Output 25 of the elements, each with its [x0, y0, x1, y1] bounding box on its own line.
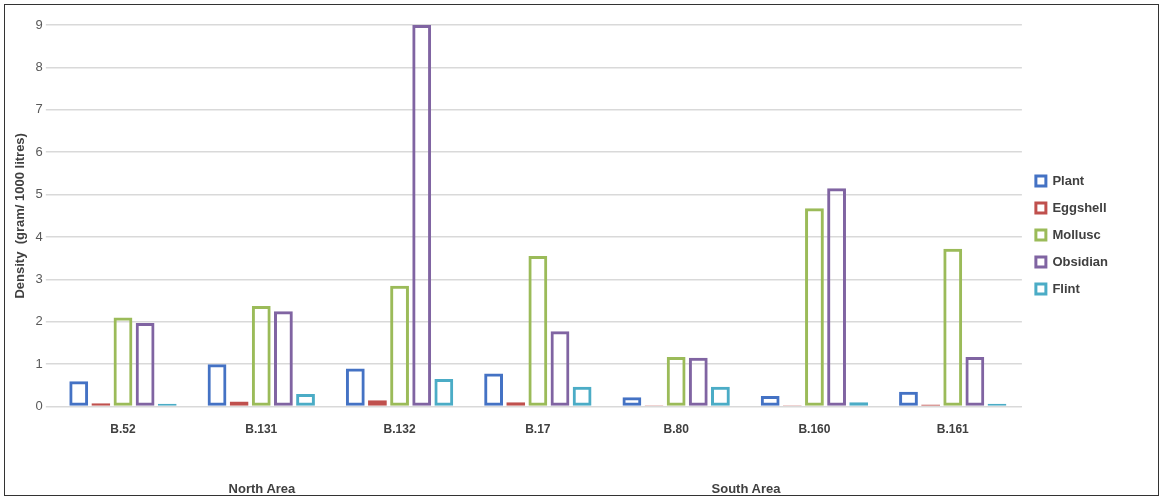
legend-label: Plant	[1052, 172, 1085, 188]
text: North Area	[228, 480, 297, 496]
y-tick-label: 0	[35, 398, 43, 414]
y-tick-label: 5	[35, 186, 43, 202]
y-tick-label: 9	[35, 16, 43, 32]
y-axis-title: Density (gram/ 1000 litres)	[12, 133, 28, 299]
x-tick-label: B.52	[110, 422, 136, 437]
x-tick-label: B.132	[383, 422, 416, 437]
y-tick-label: 6	[35, 143, 43, 159]
x-tick-label: B.160	[798, 422, 831, 437]
x-tick-label: B.161	[936, 422, 970, 437]
x-tick-label: B.80	[663, 422, 690, 437]
x-tick-label: B.17	[525, 422, 551, 437]
legend-label: Mollusc	[1052, 226, 1101, 242]
y-tick-label: 3	[35, 270, 43, 286]
y-tick-label: 1	[35, 355, 43, 371]
legend-label: Eggshell	[1052, 199, 1107, 215]
y-tick-label: 4	[35, 228, 43, 244]
legend-label: Obsidian	[1052, 253, 1109, 269]
y-tick-label: 7	[35, 101, 43, 117]
text: South Area	[711, 480, 782, 496]
x-tick-label: B.131	[245, 422, 278, 437]
y-tick-label: 2	[35, 313, 43, 329]
legend-label: Flint	[1052, 280, 1081, 296]
y-tick-label: 8	[35, 58, 43, 74]
